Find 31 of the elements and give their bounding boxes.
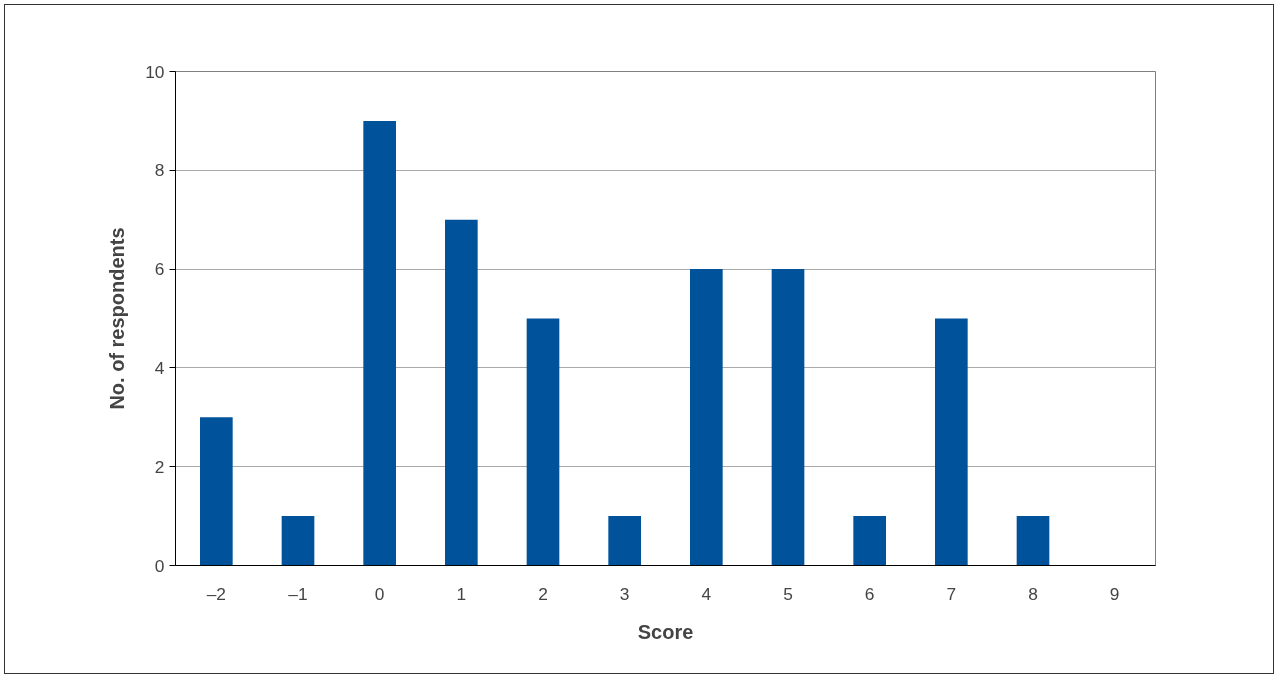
x-tick-label: –1	[288, 583, 308, 604]
y-tick-label: 2	[154, 456, 165, 477]
x-tick-label: 0	[374, 583, 385, 604]
bar	[1016, 516, 1050, 566]
y-tick-label: 0	[154, 555, 165, 576]
y-tick-label: 4	[154, 357, 165, 378]
y-tick-label: 6	[154, 259, 165, 280]
x-tick-label: 8	[1028, 583, 1038, 604]
y-tick-label: 10	[145, 61, 165, 82]
bar	[281, 516, 315, 566]
bar	[935, 318, 968, 566]
x-tick-label: 3	[619, 583, 630, 604]
x-tick-label: 6	[864, 583, 875, 604]
bar	[363, 120, 396, 566]
x-tick-label: 7	[946, 583, 957, 604]
bar	[771, 269, 805, 566]
bar	[608, 516, 641, 566]
y-tick-label: 8	[154, 160, 165, 181]
bar	[853, 516, 886, 566]
bar	[200, 417, 233, 566]
x-tick-label: 9	[1109, 583, 1120, 604]
x-tick-label: –2	[206, 583, 226, 604]
x-tick-label: 5	[783, 583, 793, 604]
bar	[526, 318, 560, 566]
x-tick-label: 1	[456, 583, 467, 604]
bar	[445, 219, 478, 566]
bar	[690, 269, 723, 566]
y-axis-title: No. of respondents	[106, 227, 129, 410]
x-tick-label: 2	[538, 583, 548, 604]
x-axis-title: Score	[637, 620, 694, 643]
x-tick-label: 4	[701, 583, 712, 604]
